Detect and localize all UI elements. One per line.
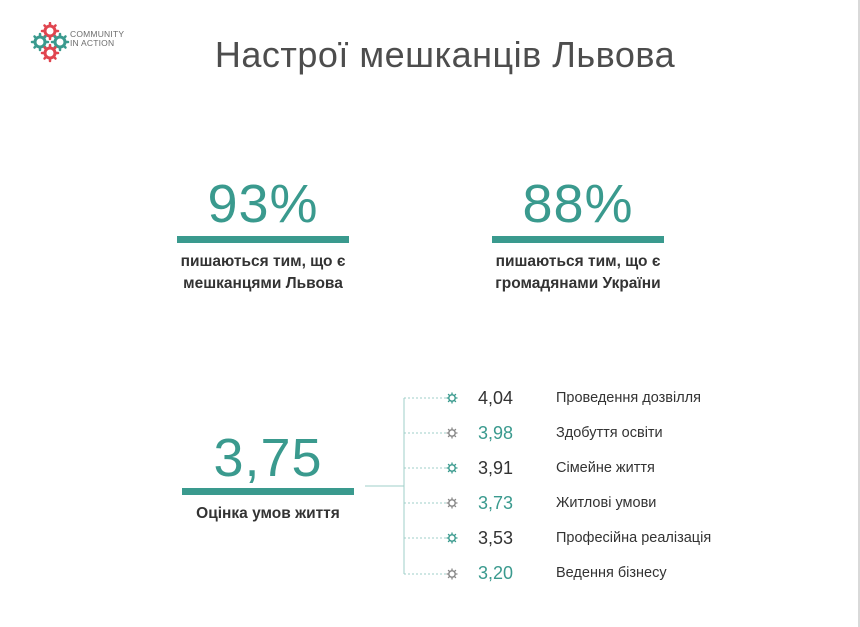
stat-underline — [492, 236, 664, 243]
stat-value: 88% — [522, 174, 634, 234]
stat-caption: пишаються тим, що є мешканцями Львова — [168, 251, 358, 295]
item-label: Житлові умови — [556, 495, 657, 511]
gear-icon — [446, 568, 458, 580]
item-label: Сімейне життя — [556, 460, 655, 476]
list-item: 3,20 Ведення бізнесу — [470, 563, 800, 587]
gear-icon — [446, 392, 458, 404]
page-title: Настрої мешканців Львова — [214, 34, 676, 75]
stat-underline — [182, 488, 354, 495]
stat-caption-line-1: пишаються тим, що є — [495, 253, 661, 270]
gear-icon — [446, 427, 458, 439]
bullet-icons — [446, 392, 458, 580]
item-value: 3,91 — [478, 458, 514, 478]
stat-caption: пишаються тим, що є громадянами України — [480, 251, 676, 295]
logo-line-1: COMMUNITY — [70, 29, 125, 39]
gear-icon — [446, 497, 458, 509]
item-value: 3,98 — [478, 423, 514, 443]
list-item: 3,73 Житлові умови — [470, 493, 800, 517]
stat-caption-line-2: громадянами України — [495, 275, 661, 292]
rating-value: 3,75 — [213, 428, 323, 488]
item-label: Здобуття освіти — [556, 425, 663, 441]
logo-text: COMMUNITY IN ACTION — [70, 30, 124, 48]
stat-ukraine-citizens: 88% пишаються тим, що є громадянами Укра… — [480, 176, 676, 295]
stat-underline — [177, 236, 349, 243]
item-label: Професійна реалізація — [556, 530, 712, 546]
item-value: 4,04 — [478, 388, 514, 408]
list-item: 4,04 Проведення дозвілля — [470, 388, 800, 412]
stat-lviv-residents: 93% пишаються тим, що є мешканцями Львов… — [168, 176, 358, 295]
list-item: 3,91 Сімейне життя — [470, 458, 800, 482]
gears-icon — [30, 22, 70, 63]
rating-caption: Оцінка умов життя — [196, 505, 340, 522]
stat-living-conditions: 3,75 Оцінка умов життя — [168, 430, 368, 525]
list-item: 3,53 Професійна реалізація — [470, 528, 800, 552]
stat-caption-line-1: пишаються тим, що є — [180, 253, 346, 270]
gear-icon — [446, 532, 458, 544]
logo: COMMUNITY IN ACTION — [30, 22, 150, 66]
stat-value: 93% — [207, 174, 319, 234]
logo-line-2: IN ACTION — [70, 38, 115, 48]
item-label: Ведення бізнесу — [556, 565, 667, 581]
slide-edge — [858, 0, 860, 627]
item-value: 3,53 — [478, 528, 514, 548]
list-item: 3,98 Здобуття освіти — [470, 423, 800, 447]
gear-icon — [446, 462, 458, 474]
item-value: 3,73 — [478, 493, 514, 513]
item-value: 3,20 — [478, 563, 514, 583]
stat-caption-line-2: мешканцями Львова — [183, 275, 343, 292]
item-label: Проведення дозвілля — [556, 390, 701, 406]
